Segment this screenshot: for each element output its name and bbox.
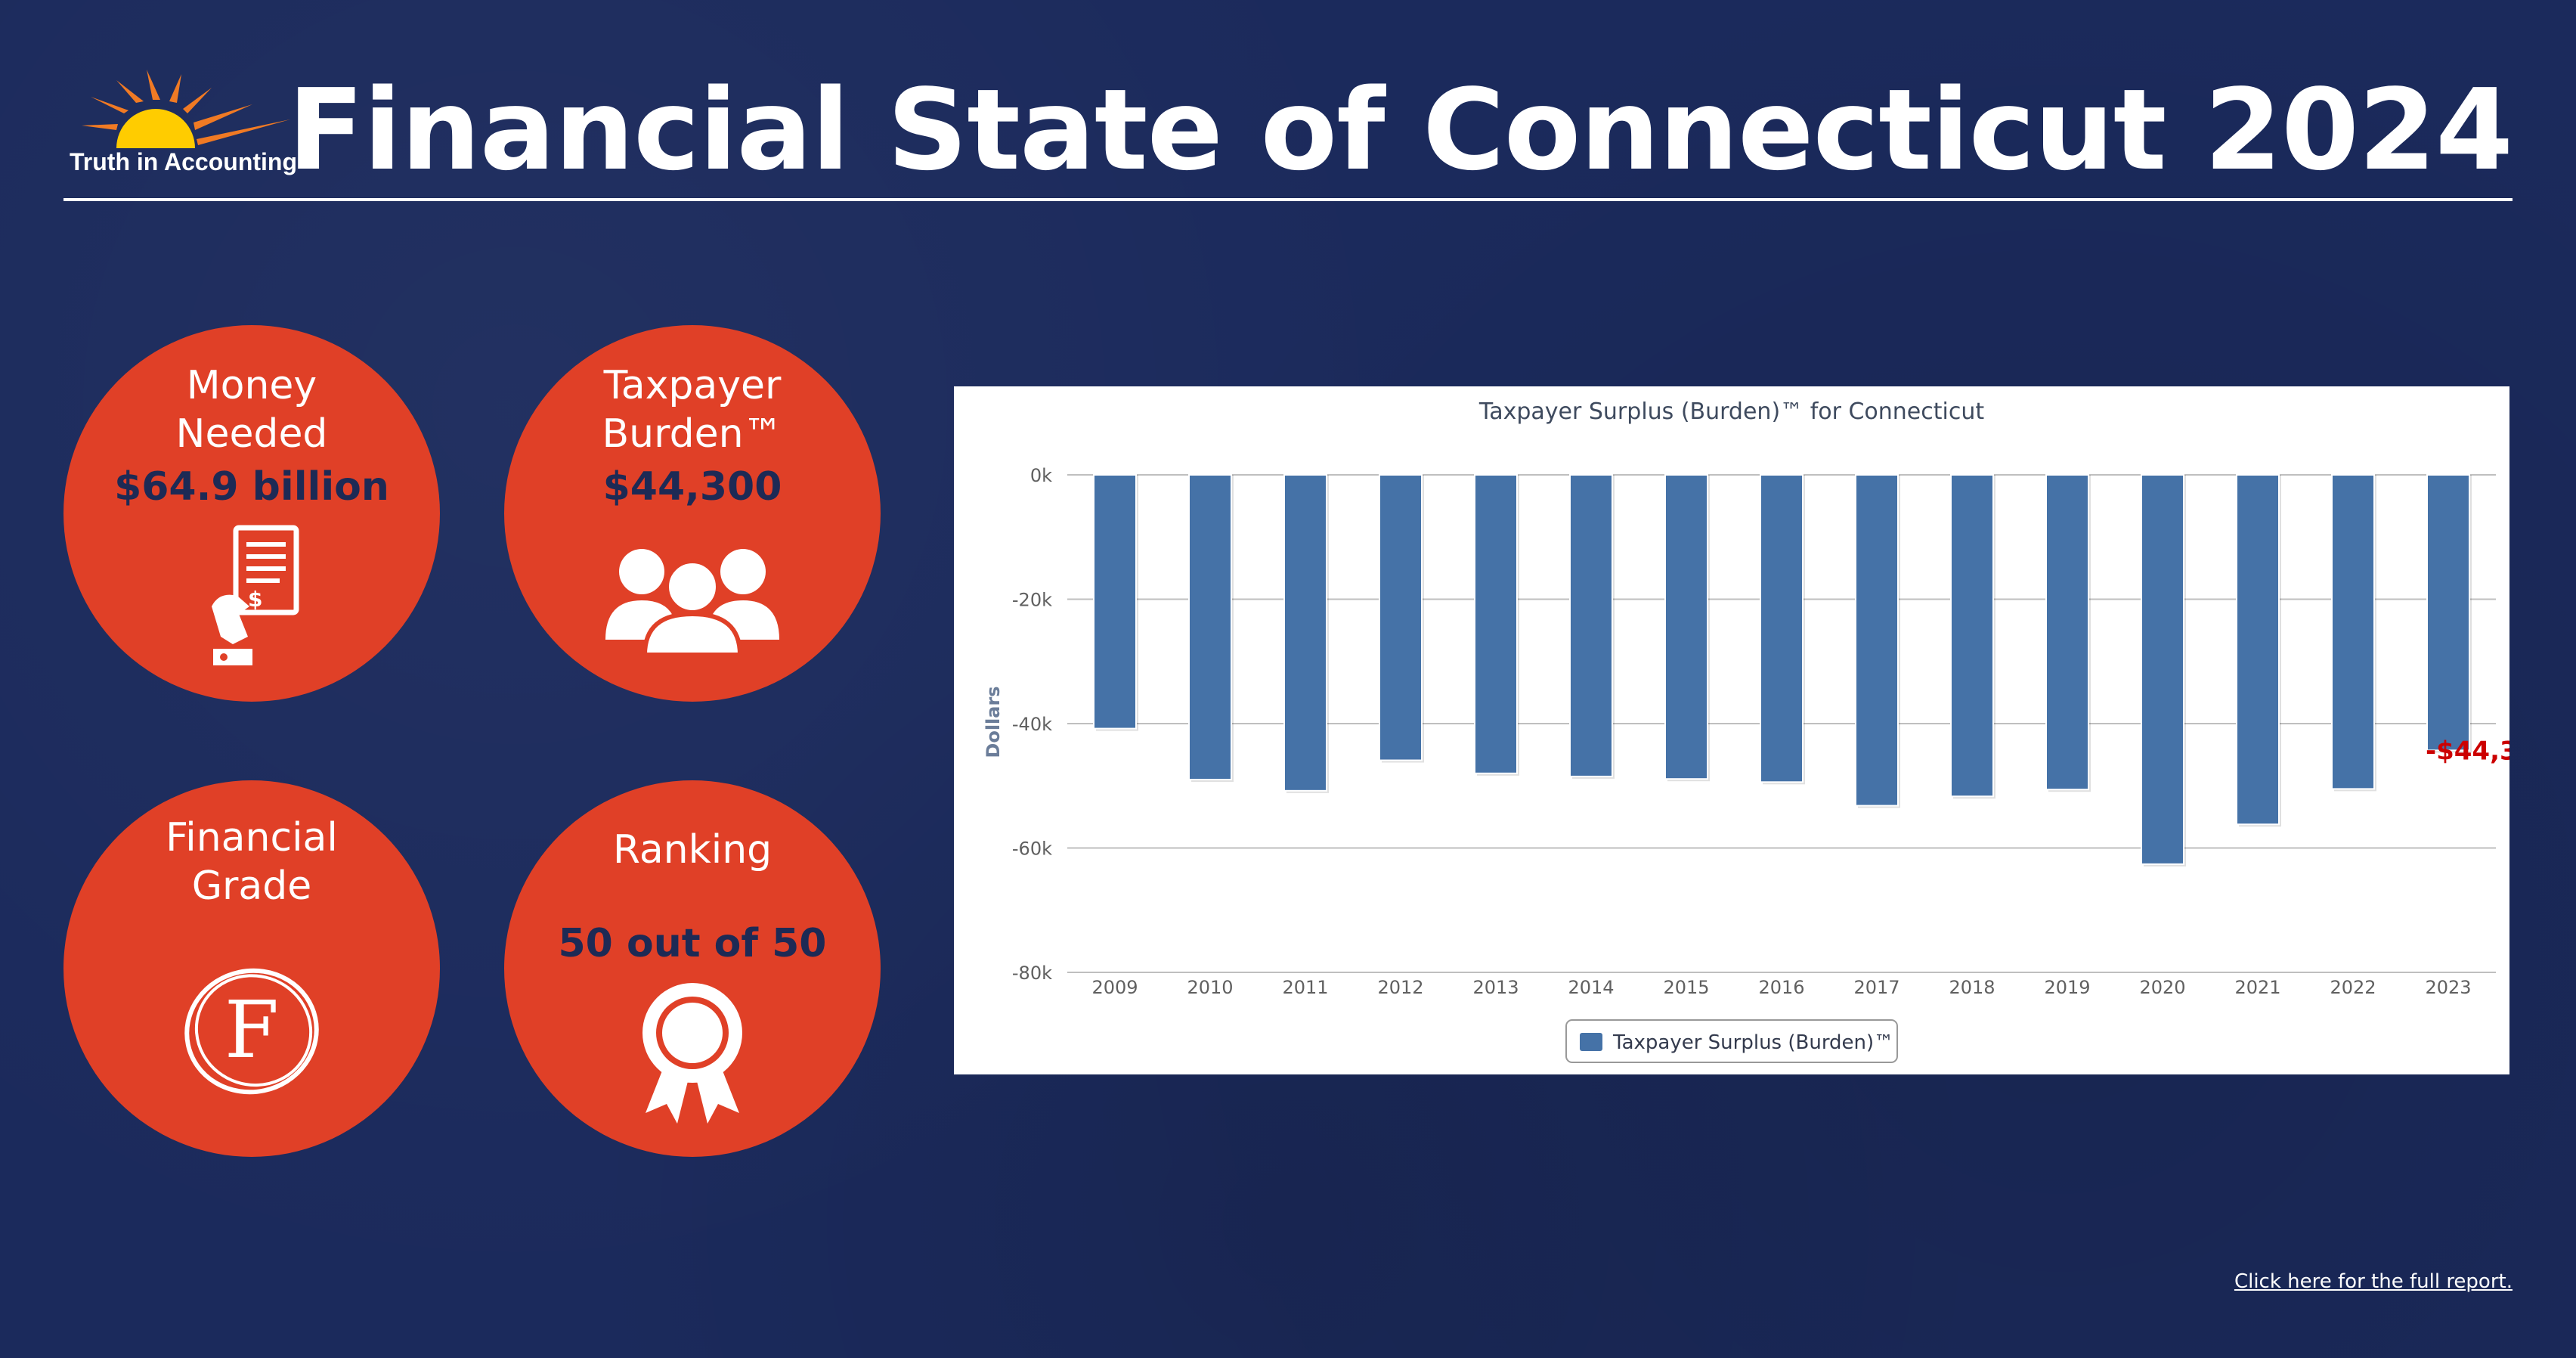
taxpayer-burden-value: $44,300 — [602, 464, 782, 510]
x-tick-label: 2019 — [2044, 977, 2090, 998]
burden-chart: Taxpayer Surplus (Burden)™ for Connectic… — [954, 386, 2509, 1074]
x-tick-label: 2023 — [2425, 977, 2471, 998]
header-divider — [63, 198, 2513, 201]
receipt-hand-icon: $ — [212, 525, 299, 665]
legend-box[interactable] — [1565, 1019, 1898, 1063]
y-tick-label: 0k — [1030, 465, 1052, 486]
bar-2010[interactable] — [1188, 474, 1232, 781]
ranking-value: 50 out of 50 — [558, 921, 827, 966]
bar-2013[interactable] — [1474, 474, 1518, 774]
legend[interactable]: Taxpayer Surplus (Burden)™ — [1565, 1019, 1898, 1063]
x-tick-label: 2013 — [1472, 977, 1519, 998]
money-needed-value: $64.9 billion — [114, 464, 389, 510]
page-title: Financial State of Connecticut 2024 — [287, 65, 2513, 195]
bar-2011[interactable] — [1283, 474, 1327, 792]
x-tick-label: 2011 — [1282, 977, 1328, 998]
money-needed-label-2: Needed — [175, 411, 328, 457]
financial-grade-label-2: Grade — [191, 863, 312, 909]
logo: Truth in Accounting — [63, 64, 305, 184]
y-tick-label: -40k — [1012, 714, 1052, 735]
people-group-icon — [605, 549, 779, 655]
x-tick-label: 2020 — [2139, 977, 2185, 998]
y-tick-label: -80k — [1012, 963, 1052, 984]
sun-logo-icon — [82, 70, 290, 148]
x-tick-label: 2016 — [1758, 977, 1804, 998]
bars — [1093, 474, 2472, 867]
y-tick-label: -20k — [1012, 590, 1052, 611]
taxpayer-burden-card: Taxpayer Burden™ $44,300 — [504, 325, 881, 702]
x-tick-label: 2009 — [1091, 977, 1138, 998]
taxpayer-burden-label-1: Taxpayer — [603, 363, 782, 408]
circled-grade-icon: F — [184, 968, 319, 1095]
x-tick-label: 2010 — [1187, 977, 1233, 998]
x-tick-label: 2022 — [2330, 977, 2376, 998]
bar-2016[interactable] — [1760, 474, 1804, 783]
bar-2009[interactable] — [1093, 474, 1137, 730]
legend-series-name[interactable]: Taxpayer Surplus (Burden)™ — [1612, 1031, 1893, 1054]
ranking-card: Ranking 50 out of 50 — [504, 780, 881, 1157]
bar-2015[interactable] — [1664, 474, 1708, 780]
bar-2014[interactable] — [1569, 474, 1613, 777]
logo-text: Truth in Accounting — [70, 148, 297, 175]
x-tick-label: 2017 — [1853, 977, 1899, 998]
bar-2021[interactable] — [2236, 474, 2280, 826]
taxpayer-burden-label-2: Burden™ — [602, 411, 783, 457]
ranking-label: Ranking — [612, 827, 772, 873]
bar-2019[interactable] — [2045, 474, 2089, 791]
y-axis-label: Dollars — [983, 686, 1004, 758]
bar-2018[interactable] — [1950, 474, 1994, 798]
y-tick-label: -60k — [1012, 839, 1052, 860]
money-needed-label-1: Money — [186, 363, 317, 408]
bar-2020[interactable] — [2141, 474, 2184, 865]
bar-chart-svg: Taxpayer Surplus (Burden)™ for Connectic… — [983, 398, 2509, 1063]
bar-2022[interactable] — [2331, 474, 2375, 790]
x-tick-label: 2014 — [1568, 977, 1614, 998]
x-tick-label: 2018 — [1949, 977, 1995, 998]
financial-grade-card: Financial Grade F — [63, 780, 440, 1157]
bar-2023[interactable] — [2426, 474, 2470, 752]
x-tick-label: 2021 — [2234, 977, 2280, 998]
award-ribbon-icon — [642, 983, 742, 1124]
legend-swatch — [1580, 1033, 1602, 1051]
full-report-link[interactable]: Click here for the full report. — [2234, 1270, 2513, 1293]
data-label-2023: -$44,300 — [2426, 736, 2509, 766]
bar-2012[interactable] — [1379, 474, 1423, 761]
money-needed-card: Money Needed $64.9 billion $ — [63, 325, 440, 702]
x-tick-label: 2015 — [1663, 977, 1709, 998]
financial-grade-label-1: Financial — [166, 815, 338, 860]
chart-title: Taxpayer Surplus (Burden)™ for Connectic… — [1478, 398, 1984, 425]
grade-letter: F — [224, 984, 279, 1076]
axis-labels: 0k -20k -40k -60k -80k 2009 2010 2011 2012 2013 20… — [1012, 465, 2509, 998]
bar-2017[interactable] — [1855, 474, 1899, 807]
svg-text:$: $ — [248, 587, 262, 612]
x-tick-label: 2012 — [1377, 977, 1423, 998]
